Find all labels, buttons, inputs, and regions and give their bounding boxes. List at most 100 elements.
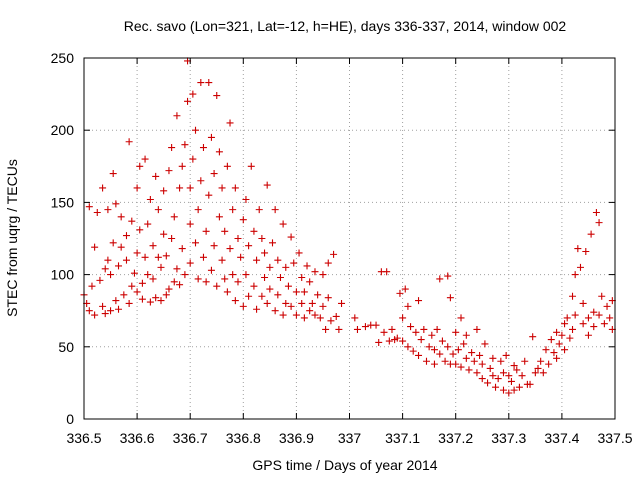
data-point	[486, 364, 494, 372]
data-point	[229, 206, 237, 214]
data-point	[425, 343, 433, 351]
data-point	[186, 259, 194, 267]
data-point	[152, 172, 160, 180]
data-point	[590, 308, 598, 316]
data-point	[221, 275, 229, 283]
data-point	[430, 346, 438, 354]
data-point	[197, 177, 205, 185]
data-point	[199, 144, 207, 152]
data-point	[319, 302, 327, 310]
data-point	[245, 242, 253, 250]
data-point	[324, 294, 332, 302]
data-point	[210, 170, 218, 178]
data-point	[518, 372, 526, 380]
data-point	[428, 331, 436, 339]
data-point	[234, 235, 242, 242]
data-point	[215, 213, 223, 221]
data-point	[412, 328, 420, 336]
data-point	[258, 235, 266, 242]
data-point	[420, 325, 428, 333]
data-point	[186, 184, 194, 192]
data-point	[306, 278, 314, 286]
data-point	[603, 302, 611, 310]
data-point	[497, 357, 505, 365]
data-point	[247, 162, 255, 170]
data-point	[446, 294, 454, 302]
data-point	[168, 235, 176, 242]
data-point	[499, 369, 507, 377]
data-point	[444, 343, 452, 351]
data-point	[146, 196, 154, 204]
data-point	[242, 271, 250, 279]
data-point	[85, 307, 93, 315]
data-point	[353, 325, 361, 333]
data-point	[298, 273, 306, 281]
data-point	[96, 276, 104, 284]
data-point	[99, 184, 107, 192]
data-point	[407, 323, 415, 331]
data-point	[587, 230, 595, 238]
data-point	[226, 245, 234, 253]
y-tick-label: 250	[51, 50, 75, 66]
data-point	[462, 331, 470, 339]
data-point	[122, 232, 130, 240]
data-point	[136, 226, 144, 234]
data-point	[298, 299, 306, 307]
data-point	[433, 325, 441, 333]
data-point	[388, 325, 396, 333]
data-point	[136, 162, 144, 170]
data-point	[165, 167, 173, 175]
data-point	[484, 379, 492, 387]
data-point	[399, 314, 407, 322]
data-point	[553, 328, 561, 336]
x-tick-label: 337.1	[385, 430, 420, 446]
data-point	[316, 314, 324, 322]
grid-lines	[84, 58, 615, 419]
data-point	[117, 243, 125, 251]
data-point	[537, 357, 545, 365]
data-point	[253, 305, 261, 313]
data-point	[109, 239, 117, 247]
data-point	[101, 265, 109, 273]
data-point	[311, 311, 319, 319]
data-point	[199, 253, 207, 261]
data-point	[138, 279, 146, 287]
data-point	[130, 269, 138, 277]
data-point	[213, 92, 221, 100]
data-point	[157, 263, 165, 271]
data-point	[231, 297, 239, 305]
x-tick-label: 336.9	[279, 430, 314, 446]
data-point	[263, 181, 271, 189]
data-point	[324, 259, 332, 267]
data-point	[138, 295, 146, 303]
data-point	[383, 268, 391, 276]
data-point	[561, 346, 569, 354]
data-point	[571, 311, 579, 319]
data-point	[584, 314, 592, 322]
x-tick-label: 337.3	[491, 430, 526, 446]
data-point	[88, 282, 96, 290]
data-point	[338, 299, 346, 307]
data-point	[404, 343, 412, 351]
data-point	[393, 334, 401, 342]
data-point	[505, 389, 513, 397]
data-point	[473, 325, 481, 333]
data-point	[276, 273, 284, 281]
data-point	[242, 196, 250, 204]
data-point	[582, 247, 590, 255]
data-point	[284, 282, 292, 290]
data-point	[192, 239, 200, 247]
data-point	[178, 245, 186, 253]
data-point	[282, 263, 290, 271]
data-point	[415, 351, 423, 359]
data-point	[93, 209, 101, 217]
data-point	[189, 155, 197, 163]
data-point	[207, 133, 215, 141]
data-point	[561, 320, 569, 328]
data-point	[385, 337, 393, 345]
data-point	[149, 242, 157, 250]
data-point	[505, 372, 513, 380]
data-point	[125, 299, 133, 307]
data-point	[162, 252, 170, 260]
